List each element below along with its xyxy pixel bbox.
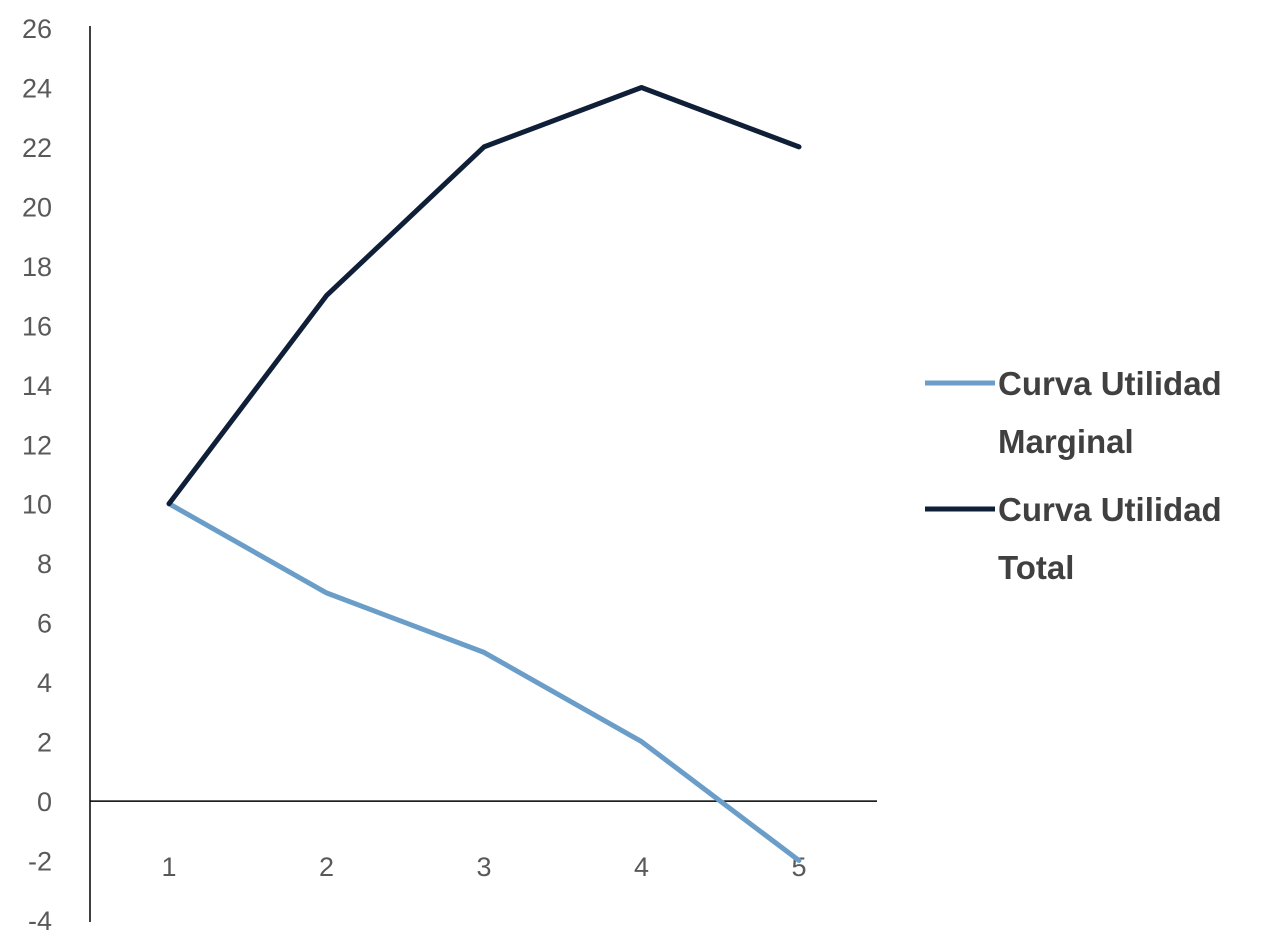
y-tick-label: 16 bbox=[22, 311, 52, 341]
series-lines bbox=[166, 85, 802, 863]
legend-label: Curva Utilidad bbox=[998, 491, 1222, 528]
y-tick-label: 6 bbox=[37, 609, 52, 639]
y-tick-label: 20 bbox=[22, 192, 52, 222]
x-tick-label: 2 bbox=[319, 852, 334, 882]
y-tick-label: 18 bbox=[22, 252, 52, 282]
y-tick-label: 4 bbox=[37, 668, 52, 698]
y-tick-label: -2 bbox=[28, 847, 52, 877]
y-tick-label: 2 bbox=[37, 728, 52, 758]
x-tick-label: 4 bbox=[634, 852, 649, 882]
series-line-curva-utilidad-total bbox=[166, 85, 802, 507]
legend: Curva Utilidad Marginal Curva Utilidad Tota… bbox=[925, 365, 1222, 586]
x-tick-label: 1 bbox=[161, 852, 176, 882]
legend-label: Total bbox=[998, 549, 1074, 586]
y-tick-label: 24 bbox=[22, 73, 52, 103]
legend-label: Curva Utilidad bbox=[998, 365, 1222, 402]
series-line-curva-utilidad-marginal bbox=[166, 501, 802, 863]
y-tick-label: 8 bbox=[37, 549, 52, 579]
y-tick-label: 14 bbox=[22, 371, 52, 401]
y-tick-label: -4 bbox=[28, 906, 52, 936]
y-tick-label: 22 bbox=[22, 133, 52, 163]
y-tick-label: 10 bbox=[22, 490, 52, 520]
x-tick-label: 3 bbox=[476, 852, 491, 882]
legend-label: Marginal bbox=[998, 423, 1134, 460]
y-tick-label: 0 bbox=[37, 787, 52, 817]
y-tick-label: 26 bbox=[22, 14, 52, 44]
y-tick-label: 12 bbox=[22, 430, 52, 460]
